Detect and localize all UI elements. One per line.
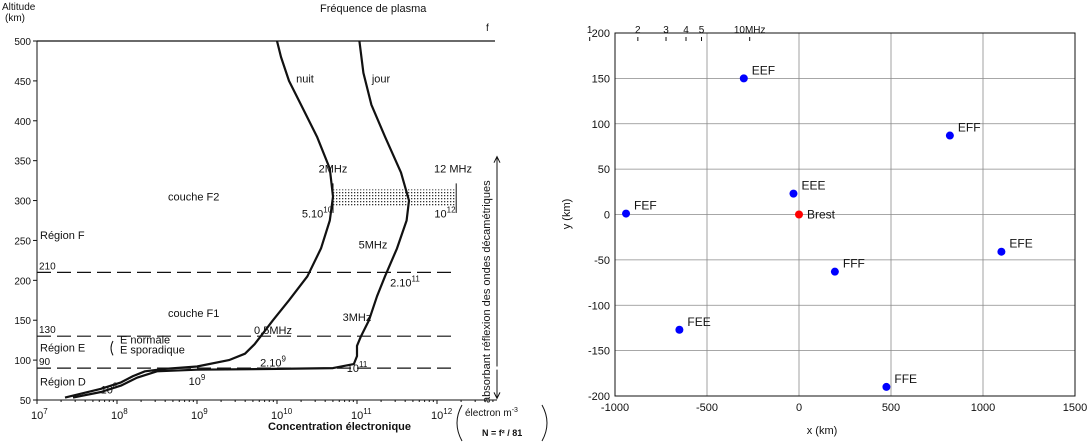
region-boundary-label: 90 [39, 357, 51, 368]
annotation: 12 MHz [434, 164, 472, 176]
unit-box-left-paren [456, 404, 463, 442]
x-tick-label: 500 [882, 402, 900, 414]
point-label: FFF [843, 257, 865, 271]
region-label: couche F1 [168, 308, 219, 320]
top-tick-label: 10MHz [734, 25, 766, 36]
left-y-tick-label: 350 [14, 157, 31, 168]
region-label: E normale [120, 334, 170, 346]
annotation: 5.1010 [302, 205, 333, 220]
y-label: y (km) [561, 199, 573, 230]
point-fee [675, 325, 684, 334]
y-tick-label: 200 [592, 28, 610, 40]
point-label: EEE [801, 179, 825, 193]
region-label: E sporadique [120, 345, 185, 357]
point-fff [830, 267, 839, 276]
region-boundary-label: 130 [39, 325, 56, 336]
y-tick-label: 50 [598, 164, 610, 176]
profile-curve-nuit [64, 40, 335, 399]
point-fef [622, 209, 631, 218]
top-tick-label: 3 [663, 25, 669, 36]
x-tick-label: -500 [696, 402, 718, 414]
annotation: 2MHz [319, 164, 348, 176]
region-label: Région D [40, 377, 86, 389]
x-tick-label: -1000 [601, 402, 629, 414]
point-brest [795, 210, 803, 219]
annotation: 2.1011 [390, 275, 420, 290]
point-label: FEF [634, 199, 657, 213]
y-tick-label: 0 [604, 210, 610, 222]
y-title: Altitude [2, 2, 36, 13]
point-efe [997, 247, 1006, 256]
x-tick-label: 0 [796, 402, 802, 414]
y-tick-label: -200 [588, 391, 610, 403]
top-tick-label: 4 [683, 25, 689, 36]
annotation: jour [371, 73, 391, 85]
side-arrow-head [493, 155, 501, 163]
point-label: EEF [752, 63, 775, 77]
top-tick-label: 2 [635, 25, 641, 36]
region-label: Région F [40, 230, 85, 242]
side-arrow-head [493, 392, 501, 400]
annotation: 5MHz [359, 239, 388, 251]
point-label: FEE [687, 315, 710, 329]
annotation: 108 [101, 382, 118, 397]
y-tick-label: -50 [594, 255, 610, 267]
side-label: absorbant réflexion des ondes décamétriq… [481, 180, 493, 403]
point-eee [789, 189, 798, 198]
left-x-tick-label: 108 [111, 407, 128, 422]
plot-frame [614, 32, 1076, 397]
unit-box-formula: N = f² / 81 [482, 428, 522, 438]
annotation: 2.109 [260, 354, 286, 369]
left-y-tick-label: 200 [14, 276, 31, 287]
left-y-tick-label: 250 [14, 236, 31, 247]
left-x-tick-label: 1010 [271, 407, 293, 422]
unit-box-right-paren [541, 404, 548, 442]
x-axis-title: Concentration électronique [268, 421, 411, 433]
x-tick-label: 1500 [1063, 402, 1087, 414]
point-eff [945, 131, 954, 140]
annotation: 3MHz [343, 312, 372, 324]
y-tick-label: -100 [588, 300, 610, 312]
top-tick-label: 5 [699, 25, 705, 36]
point-eef [739, 74, 748, 83]
left-y-tick-label: 450 [14, 77, 31, 88]
left-y-tick-label: 500 [14, 37, 31, 48]
x-tick-label: 1000 [971, 402, 995, 414]
y-tick-label: -150 [588, 346, 610, 358]
left-x-tick-label: 1012 [431, 407, 453, 422]
f2-band [333, 189, 457, 207]
x-label: x (km) [807, 425, 838, 437]
annotation: 0,5MHz [254, 325, 292, 337]
annotation: 109 [189, 373, 206, 388]
left-y-tick-label: 150 [14, 316, 31, 327]
region-label: Région E [40, 342, 85, 354]
annotation: 1012 [434, 205, 456, 220]
left-y-tick-label: 50 [20, 396, 32, 407]
top-axis-title: Fréquence de plasma [320, 3, 427, 15]
y-tick-label: 100 [592, 119, 610, 131]
point-label: FFE [894, 372, 917, 386]
point-label: EFF [958, 121, 981, 135]
e-region-bracket [110, 340, 114, 356]
point-ffe [882, 382, 891, 391]
unit-box-line1: électron m-3 [465, 407, 518, 419]
region-boundary-label: 210 [39, 261, 56, 272]
left-x-tick-label: 109 [191, 407, 208, 422]
left-y-tick-label: 400 [14, 117, 31, 128]
region-label: couche F2 [168, 192, 219, 204]
top-tick-label: 1 [587, 25, 593, 36]
annotation: nuit [296, 73, 314, 85]
left-y-tick-label: 300 [14, 197, 31, 208]
y-unit: (km) [5, 13, 25, 24]
left-x-tick-label: 1011 [351, 407, 372, 422]
left-x-tick-label: 107 [31, 407, 48, 422]
top-axis-last-label: f [486, 23, 489, 34]
annotation: 1011 [347, 360, 368, 375]
point-label: Brest [807, 208, 836, 222]
point-label: EFE [1009, 237, 1032, 251]
left-y-tick-label: 100 [14, 356, 31, 367]
profile-curve-jour [72, 40, 411, 399]
y-tick-label: 150 [592, 73, 610, 85]
